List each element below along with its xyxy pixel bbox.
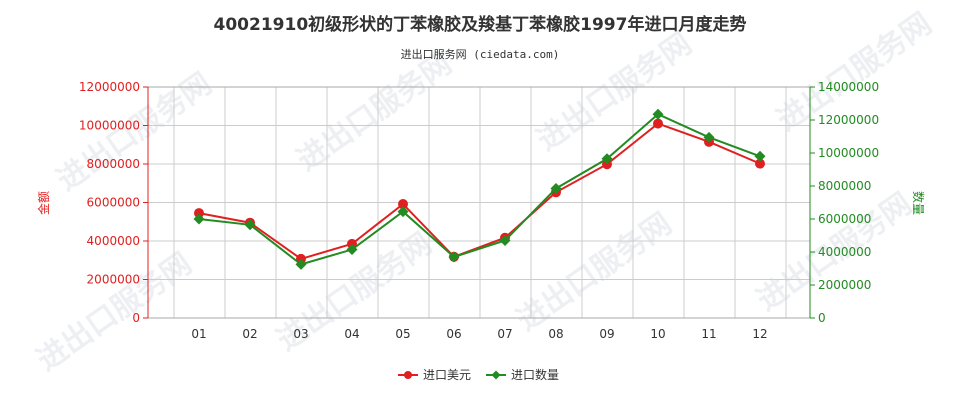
left-tick-label: 2000000: [87, 273, 140, 287]
data-point: [653, 118, 663, 129]
data-point: [550, 182, 562, 194]
x-tick-label: 04: [344, 327, 359, 341]
left-axis: 0 2000000 4000000 6000000 8000000 10000000 120…: [79, 80, 149, 325]
left-tick-label: 12000000: [79, 80, 140, 94]
legend-item[interactable]: 进口数量: [486, 367, 559, 382]
right-tick-label: 12000000: [818, 113, 879, 127]
data-point: [499, 234, 511, 246]
right-tick-label: 4000000: [818, 245, 871, 259]
x-tick-label: 08: [548, 327, 563, 341]
left-tick-label: 8000000: [87, 157, 140, 171]
left-axis-title: 金额: [36, 191, 51, 215]
data-point: [448, 251, 460, 263]
data-point: [398, 199, 408, 210]
watermark-text: 进出口服务网: [531, 26, 699, 158]
data-point: [601, 153, 613, 165]
data-point: [193, 213, 205, 225]
data-point: [295, 258, 307, 270]
legend: 进口美元 进口数量: [398, 367, 559, 382]
legend-item[interactable]: 进口美元: [398, 368, 471, 382]
left-tick-label: 4000000: [87, 234, 140, 248]
watermark-text: 进出口服务网: [31, 246, 199, 378]
series-line: [198, 113, 761, 266]
x-axis: 01 02 03 04 05 06 07 08 09 10 11 12: [191, 327, 767, 341]
data-point: [652, 108, 664, 120]
left-tick-label: 0: [132, 311, 140, 325]
data-point: [754, 150, 766, 162]
right-tick-label: 0: [818, 311, 826, 325]
right-tick-label: 2000000: [818, 278, 871, 292]
x-tick-label: 01: [191, 327, 206, 341]
x-tick-label: 03: [293, 327, 308, 341]
x-tick-label: 06: [446, 327, 461, 341]
chart-title: 40021910初级形状的丁苯橡胶及羧基丁苯橡胶1997年进口月度走势: [214, 14, 747, 35]
data-point: [346, 244, 358, 256]
x-tick-label: 10: [650, 327, 665, 341]
chart-subtitle: 进出口服务网 (ciedata.com): [401, 47, 560, 61]
left-tick-label: 10000000: [79, 119, 140, 133]
data-point: [755, 158, 765, 169]
data-point: [347, 238, 357, 249]
left-tick-label: 6000000: [87, 196, 140, 210]
data-point: [194, 208, 204, 219]
legend-marker: [491, 370, 501, 380]
x-tick-label: 12: [752, 327, 767, 341]
watermark-text: 进出口服务网: [291, 46, 459, 178]
data-point: [703, 131, 715, 143]
data-point: [244, 219, 256, 231]
x-tick-label: 09: [599, 327, 614, 341]
grid: [147, 86, 810, 319]
legend-label: 进口数量: [511, 367, 559, 382]
x-tick-label: 02: [242, 327, 257, 341]
data-point: [397, 206, 409, 218]
right-tick-label: 10000000: [818, 146, 879, 160]
series-import-quantity: [193, 108, 766, 270]
series-layer: [193, 108, 766, 270]
legend-label: 进口美元: [423, 368, 471, 382]
legend-marker: [404, 371, 412, 379]
right-tick-label: 6000000: [818, 212, 871, 226]
x-tick-label: 07: [497, 327, 512, 341]
right-tick-label: 14000000: [818, 80, 879, 94]
right-axis: 0 2000000 4000000 6000000 8000000 10000000 120…: [809, 80, 879, 325]
x-tick-label: 11: [701, 327, 716, 341]
right-axis-title: 数量: [911, 191, 926, 215]
right-tick-label: 8000000: [818, 179, 871, 193]
x-tick-label: 05: [395, 327, 410, 341]
series-line: [198, 122, 761, 260]
